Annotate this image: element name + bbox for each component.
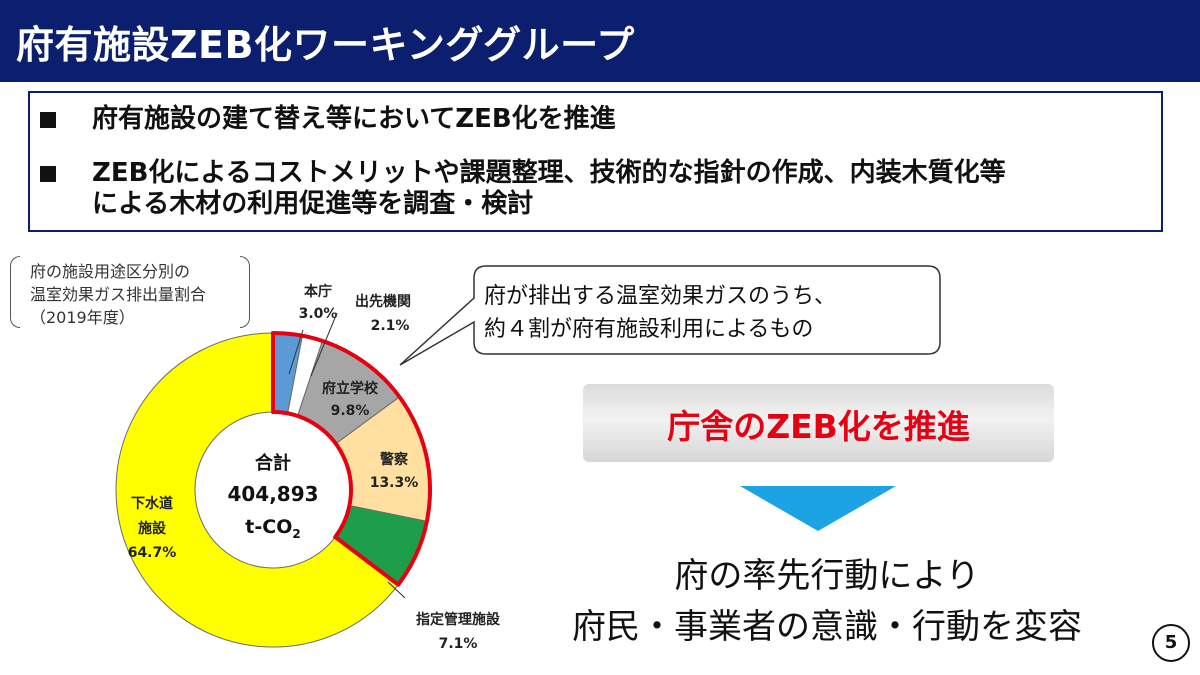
bullet-2-line2: による木材の利用促進等を調査・検討	[92, 189, 534, 219]
bullet-square-icon	[40, 166, 56, 182]
slice-6-percent-label: 64.7%	[128, 545, 177, 561]
zeb-banner: 庁舎のZEB化を推進	[583, 384, 1054, 462]
slice-6-name-label: 下水道	[131, 495, 173, 512]
slice-2-leader-line	[310, 312, 338, 377]
bullet-1-text: 府有施設の建て替え等においてZEB化を推進	[92, 104, 616, 134]
callout-line-2: 約４割が府有施設利用によるもの	[484, 317, 814, 342]
slice-1-leader-line	[288, 329, 304, 375]
slice-4-percent-label: 13.3%	[370, 475, 419, 491]
arrow-down-icon	[740, 486, 896, 531]
chart-caption: 府の施設用途区分別の 温室効果ガス排出量割合 （2019年度）	[10, 256, 250, 328]
slice-2-percent-label: 2.1%	[371, 318, 410, 334]
slice-6	[115, 332, 399, 648]
slice-6-name-label: 施設	[138, 520, 167, 537]
callout-line-1: 府が排出する温室効果ガスのうち、	[484, 284, 837, 309]
title-bar: 府有施設ZEB化ワーキンググループ	[0, 0, 1200, 82]
municipal-facilities-highlight	[271, 331, 432, 587]
center-title: 合計	[255, 452, 291, 474]
slice-2-name-label: 出先機関	[355, 293, 411, 310]
slice-5-name-label: 指定管理施設	[416, 611, 501, 628]
caption-line-1: 府の施設用途区分別の	[30, 262, 191, 281]
conclusion-line-1: 府の率先行動により	[674, 556, 980, 596]
slide-title: 府有施設ZEB化ワーキンググループ	[16, 23, 635, 67]
caption-line-2: 温室効果ガス排出量割合	[30, 285, 207, 304]
slice-3-name-label: 府立学校	[322, 380, 379, 397]
center-unit-subscript: 2	[292, 527, 300, 541]
bullet-square-icon	[40, 112, 56, 128]
slice-1-percent-label: 3.0%	[299, 306, 338, 322]
summary-box	[28, 91, 1163, 232]
slice-1-name-label: 本庁	[304, 283, 332, 300]
bullet-2-line1: ZEB化によるコストメリットや課題整理、技術的な指針の作成、内装木質化等	[92, 158, 1006, 188]
slice-5-leader-line	[387, 581, 406, 599]
center-unit-text: t-CO	[245, 516, 292, 538]
callout-bubble	[399, 265, 941, 366]
caption-line-3: （2019年度）	[30, 308, 135, 327]
slice-4-name-label: 警察	[380, 451, 409, 468]
page-number: 5	[1152, 624, 1190, 662]
slice-5-percent-label: 7.1%	[439, 636, 478, 652]
slice-3-percent-label: 9.8%	[331, 403, 370, 419]
center-unit: t-CO2	[245, 516, 300, 541]
zeb-banner-text: 庁舎のZEB化を推進	[667, 407, 970, 446]
center-total: 404,893	[227, 482, 318, 506]
conclusion-line-2: 府民・事業者の意識・行動を変容	[572, 607, 1082, 647]
